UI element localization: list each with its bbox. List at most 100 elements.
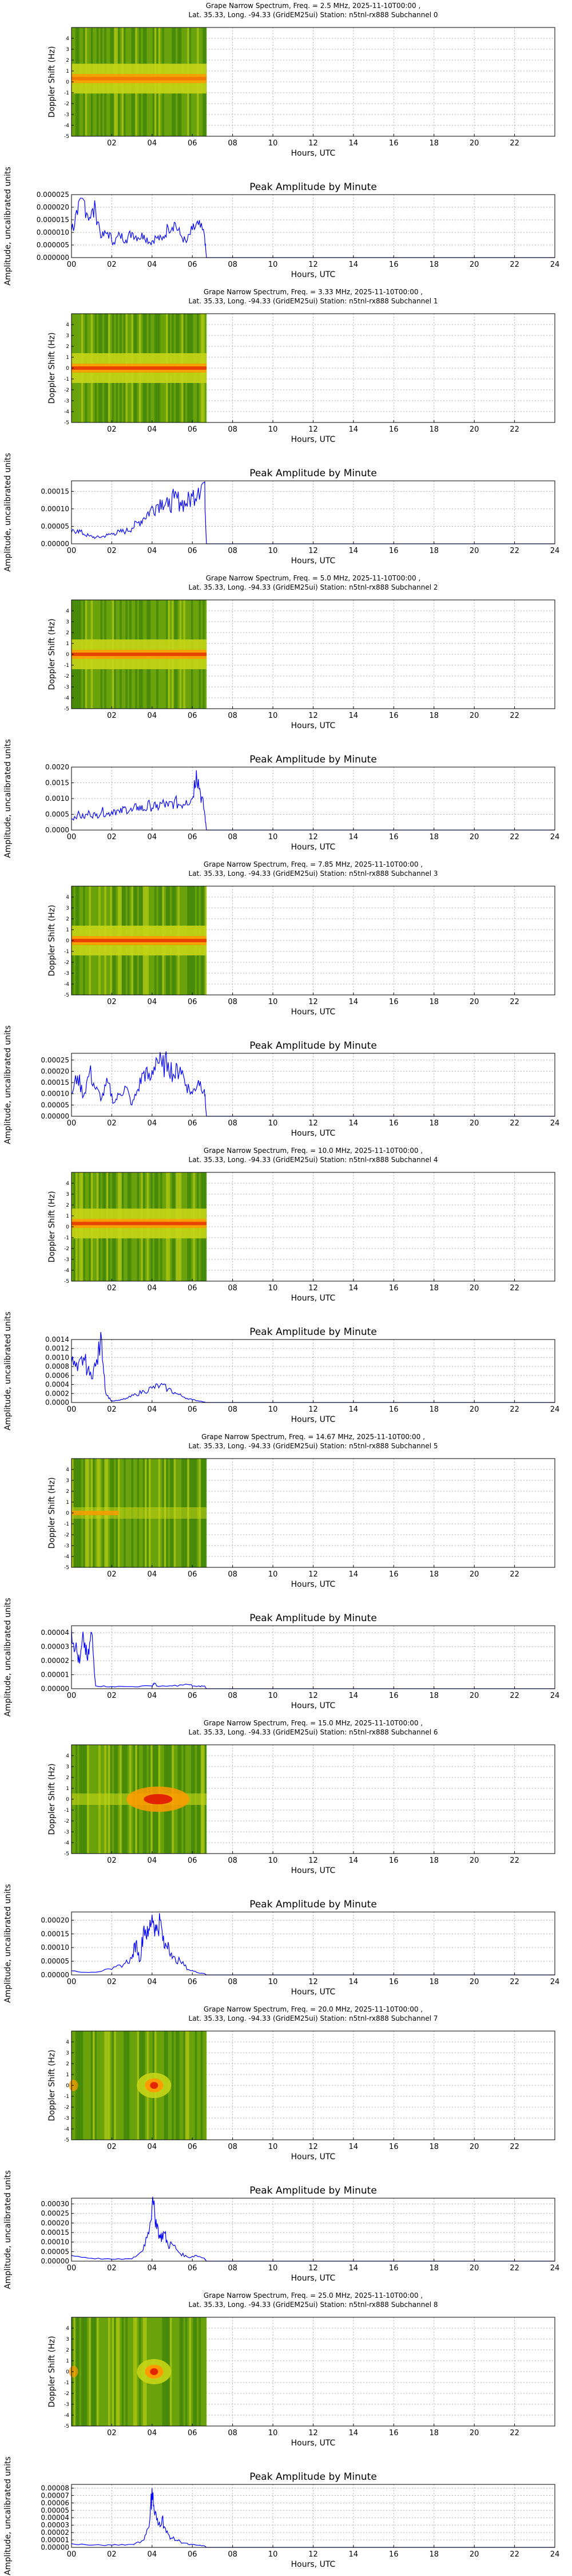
heatmap-column [98, 2317, 101, 2426]
spectrum-panel-4: Grape Narrow Spectrum, Freq. = 5.0 MHz, … [47, 574, 555, 730]
x-tick-label: 08 [228, 998, 237, 1006]
x-tick-label: 10 [268, 712, 278, 720]
y-tick-label: 0.0002 [45, 1389, 69, 1397]
y-tick-label: -3 [64, 1543, 69, 1549]
heatmap-column [204, 2317, 207, 2426]
x-tick-label: 04 [148, 1405, 157, 1414]
y-tick-label: 0.00000 [41, 1971, 69, 1979]
amplitude-series-line [71, 481, 555, 544]
x-axis-label: Hours, UTC [291, 2560, 336, 2569]
spectrum-panel-0: Grape Narrow Spectrum, Freq. = 2.5 MHz, … [47, 2, 555, 158]
y-axis-label: Doppler Shift (Hz) [47, 333, 57, 404]
spectrum-subtitle: Lat. 35.33, Long. -94.33 (GridEM25ui) St… [189, 1156, 438, 1164]
x-tick-label: 00 [67, 1978, 77, 1986]
x-tick-label: 08 [228, 1284, 237, 1293]
x-tick-label: 18 [429, 2143, 439, 2151]
x-tick-label: 16 [389, 1978, 399, 1986]
y-tick-label: -5 [64, 706, 69, 712]
heatmap-column [127, 2031, 130, 2140]
amplitude-title: Peak Amplitude by Minute [249, 754, 377, 765]
y-tick-label: -3 [64, 971, 69, 977]
y-tick-label: -4 [64, 409, 69, 415]
x-tick-label: 06 [188, 2550, 197, 2559]
x-tick-label: 14 [349, 833, 359, 841]
x-tick-label: 16 [389, 547, 399, 555]
spectrum-panel-10: Grape Narrow Spectrum, Freq. = 14.67 MHz… [47, 1433, 555, 1589]
heatmap-column [98, 2031, 101, 2140]
heatmap-column [187, 2031, 190, 2140]
heatmap-column [123, 2317, 126, 2426]
x-tick-label: 06 [188, 1119, 197, 1128]
x-tick-label: 16 [389, 260, 399, 269]
y-axis-label: Amplitude, uncalibrated units [3, 2170, 13, 2289]
x-tick-label: 14 [349, 139, 359, 148]
y-axis-label: Doppler Shift (Hz) [47, 1477, 57, 1549]
x-tick-label: 22 [510, 547, 519, 555]
y-tick-label: -5 [64, 1851, 69, 1857]
heatmap-column [202, 2031, 205, 2140]
x-tick-label: 22 [510, 1856, 519, 1865]
x-tick-label: 24 [550, 2550, 560, 2559]
heatmap-column [108, 2031, 110, 2140]
y-tick-label: -3 [64, 398, 69, 404]
y-tick-label: -2 [64, 960, 69, 966]
heatmap-column [90, 2317, 93, 2426]
x-tick-label: 14 [349, 1856, 359, 1865]
amplitude-series-line [71, 1332, 555, 1403]
y-tick-label: -5 [64, 134, 69, 140]
x-tick-label: 02 [107, 2143, 117, 2151]
x-tick-label: 24 [550, 260, 560, 269]
y-axis-label: Amplitude, uncalibrated units [3, 167, 13, 286]
heatmap-column [172, 2317, 174, 2426]
heatmap-column [106, 2031, 109, 2140]
heatmap-column [114, 2031, 117, 2140]
heatmap-column [100, 2317, 103, 2426]
y-tick-label: 3 [66, 619, 69, 625]
x-tick-label: 10 [268, 1119, 278, 1128]
y-tick-label: -3 [64, 2402, 69, 2408]
x-tick-label: 12 [308, 1119, 318, 1128]
y-tick-label: 0.000015 [37, 216, 69, 224]
heatmap-core [72, 366, 206, 370]
x-tick-label: 04 [148, 547, 157, 555]
heatmap-column [96, 2031, 99, 2140]
x-tick-label: 08 [228, 833, 237, 841]
y-tick-label: 0.00010 [41, 505, 69, 513]
y-tick-label: 0.00005 [41, 522, 69, 530]
x-tick-label: 14 [349, 260, 359, 269]
y-tick-label: 2 [66, 916, 69, 922]
y-tick-label: 0.00000 [41, 2257, 69, 2265]
heatmap-column [85, 2031, 88, 2140]
x-tick-label: 22 [510, 2143, 519, 2151]
x-axis-label: Hours, UTC [291, 556, 336, 566]
y-tick-label: 2 [66, 344, 69, 350]
heatmap-column [198, 2317, 201, 2426]
heatmap-column [194, 2317, 197, 2426]
y-tick-label: -2 [64, 1246, 69, 1252]
x-tick-label: 00 [67, 1405, 77, 1414]
heatmap-column [175, 2317, 178, 2426]
x-tick-label: 16 [389, 1856, 399, 1865]
x-tick-label: 02 [107, 998, 117, 1006]
y-tick-label: -2 [64, 674, 69, 679]
y-tick-label: 2 [66, 2348, 69, 2353]
heatmap-column [86, 2031, 89, 2140]
x-tick-label: 18 [429, 425, 439, 434]
x-tick-label: 10 [268, 998, 278, 1006]
y-tick-label: 3 [66, 2337, 69, 2342]
x-tick-label: 20 [470, 2550, 479, 2559]
y-tick-label: -3 [64, 112, 69, 118]
y-tick-label: -1 [64, 663, 69, 669]
y-axis-label: Doppler Shift (Hz) [47, 46, 57, 118]
y-axis-label: Amplitude, uncalibrated units [3, 2456, 13, 2575]
heatmap-column [106, 2317, 109, 2426]
x-axis-label: Hours, UTC [291, 1008, 336, 1017]
y-tick-label: 2 [66, 1203, 69, 1208]
heatmap-column [204, 2031, 207, 2140]
heatmap-column [93, 2317, 95, 2426]
heatmap-column [90, 2031, 93, 2140]
x-tick-label: 20 [470, 1570, 479, 1579]
heatmap-column [116, 2317, 118, 2426]
y-tick-label: 0.00004 [41, 1629, 69, 1637]
x-tick-label: 12 [308, 139, 318, 148]
